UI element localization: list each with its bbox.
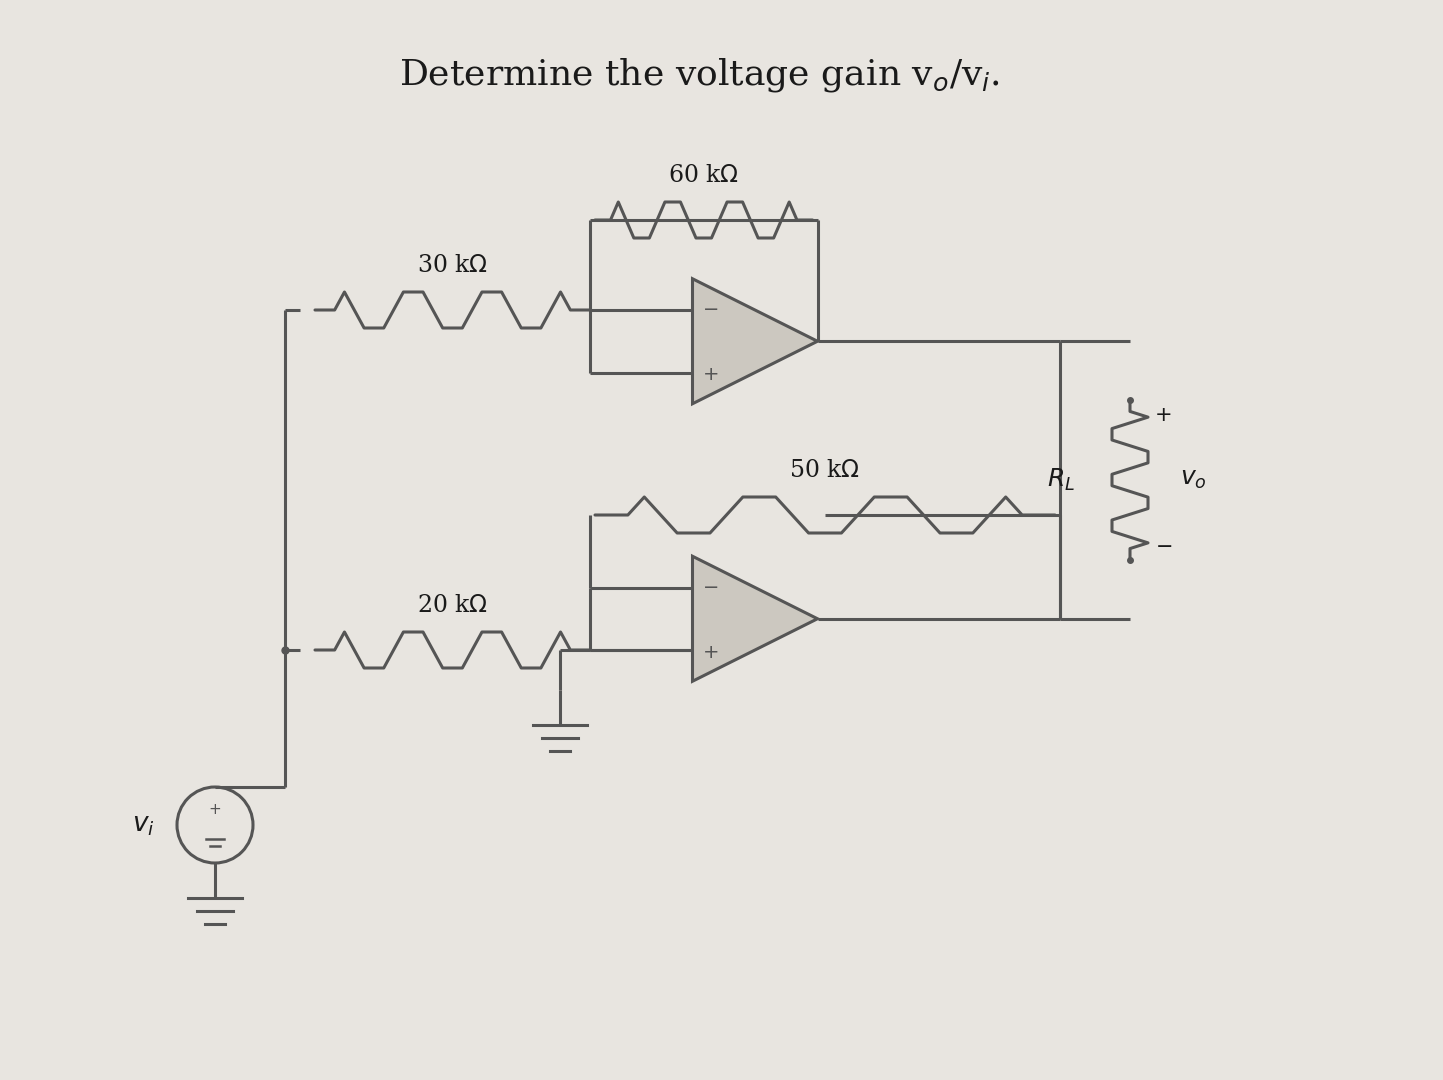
Text: $-$: $-$ (1154, 535, 1172, 555)
Text: $-$: $-$ (703, 298, 719, 318)
Polygon shape (693, 556, 818, 681)
Text: +: + (209, 801, 221, 816)
Text: 60 k$\Omega$: 60 k$\Omega$ (668, 164, 739, 187)
Text: $v_o$: $v_o$ (1180, 469, 1206, 491)
Text: +: + (1154, 405, 1173, 426)
Text: 50 k$\Omega$: 50 k$\Omega$ (789, 459, 860, 482)
Text: $+$: $+$ (703, 643, 719, 661)
Text: $R_L$: $R_L$ (1048, 467, 1075, 494)
Text: 20 k$\Omega$: 20 k$\Omega$ (417, 594, 488, 617)
Text: $v_i$: $v_i$ (133, 812, 154, 837)
Polygon shape (693, 279, 818, 404)
Text: 30 k$\Omega$: 30 k$\Omega$ (417, 254, 488, 276)
Text: $+$: $+$ (703, 365, 719, 384)
Text: Determine the voltage gain v$_o$/v$_i$.: Determine the voltage gain v$_o$/v$_i$. (400, 56, 1000, 94)
Text: $-$: $-$ (703, 576, 719, 595)
